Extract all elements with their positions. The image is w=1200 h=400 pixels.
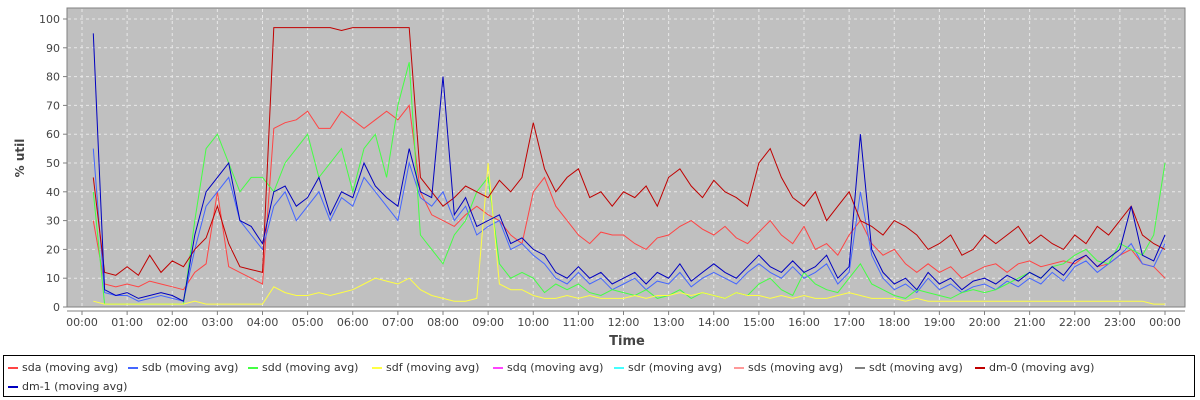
legend-label: dm-0 (moving avg) [989, 361, 1095, 374]
x-tick-label: 01:00 [111, 316, 143, 329]
x-tick-label: 07:00 [382, 316, 414, 329]
y-axis: 0 10 20 30 40 50 60 70 80 90 100 [39, 13, 67, 314]
legend: sda (moving avg) sdb (moving avg) sdd (mov… [3, 355, 1195, 397]
x-tick-label: 20:00 [969, 316, 1001, 329]
series-line-sdd [92, 62, 1166, 305]
x-tick-label: 06:00 [337, 316, 369, 329]
legend-swatch [372, 366, 382, 369]
legend-label: sda (moving avg) [22, 361, 119, 374]
legend-label: dm-1 (moving avg) [22, 380, 128, 393]
legend-item: dm-0 (moving avg) [975, 361, 1094, 374]
x-tick-label: 00:00 [66, 316, 98, 329]
legend-item: sdd (moving avg) [248, 361, 358, 374]
y-tick-label: 90 [46, 42, 60, 55]
x-tick-label: 00:00 [1149, 316, 1181, 329]
series-line-sdb [92, 148, 1166, 302]
x-tick-label: 22:00 [1059, 316, 1091, 329]
legend-label: sdt (moving avg) [869, 361, 963, 374]
x-axis: 00:00 01:00 02:00 03:00 04:00 05:00 06:00 07:00… [66, 310, 1185, 329]
legend-item: dm-1 (moving avg) [8, 380, 127, 393]
x-tick-label: 12:00 [608, 316, 640, 329]
x-tick-label: 09:00 [472, 316, 504, 329]
y-tick-label: 10 [46, 272, 60, 285]
y-tick-label: 40 [46, 186, 60, 199]
legend-label: sdr (moving avg) [628, 361, 723, 374]
y-tick-label: 0 [53, 301, 60, 314]
y-tick-label: 30 [46, 215, 60, 228]
x-axis-label: Time [609, 334, 645, 349]
line-chart: 0 10 20 30 40 50 60 70 80 90 100 00:00 01:00 02:00 03… [13, 7, 1186, 349]
y-tick-label: 50 [46, 157, 60, 170]
series-line-dm-0 [92, 27, 1166, 277]
legend-item: sdb (moving avg) [128, 361, 238, 374]
legend-label: sdb (moving avg) [142, 361, 239, 374]
legend-swatch [975, 366, 985, 369]
legend-swatch [855, 366, 865, 369]
series-lines [92, 27, 1166, 305]
legend-swatch [614, 366, 624, 369]
y-tick-label: 60 [46, 128, 60, 141]
legend-swatch [8, 366, 18, 369]
legend-item: sdr (moving avg) [614, 361, 722, 374]
y-tick-label: 70 [46, 99, 60, 112]
x-tick-label: 17:00 [833, 316, 865, 329]
x-tick-label: 05:00 [292, 316, 324, 329]
legend-item: sdf (moving avg) [372, 361, 479, 374]
legend-swatch [8, 385, 18, 388]
legend-label: sdd (moving avg) [262, 361, 359, 374]
x-tick-label: 08:00 [427, 316, 459, 329]
legend-item: sda (moving avg) [8, 361, 118, 374]
legend-label: sds (moving avg) [748, 361, 844, 374]
x-tick-label: 11:00 [563, 316, 595, 329]
x-tick-label: 02:00 [156, 316, 188, 329]
series-line-sda [92, 104, 1166, 291]
x-tick-label: 23:00 [1104, 316, 1136, 329]
x-tick-label: 13:00 [653, 316, 685, 329]
x-tick-label: 04:00 [247, 316, 279, 329]
x-tick-label: 15:00 [743, 316, 775, 329]
x-tick-label: 03:00 [202, 316, 234, 329]
y-tick-label: 100 [39, 13, 60, 26]
legend-swatch [734, 366, 744, 369]
legend-item: sdq (moving avg) [493, 361, 603, 374]
series-line-sdf [93, 162, 1165, 305]
plot-area [66, 7, 1186, 308]
grid-lines [68, 9, 1184, 306]
legend-label: sdf (moving avg) [386, 361, 480, 374]
y-axis-label: % util [13, 139, 27, 178]
legend-swatch [128, 366, 138, 369]
y-tick-label: 20 [46, 243, 60, 256]
y-tick-label: 80 [46, 71, 60, 84]
series-line-dm-1 [92, 33, 1166, 302]
legend-swatch [493, 366, 503, 369]
legend-item: sdt (moving avg) [855, 361, 963, 374]
x-tick-label: 19:00 [924, 316, 956, 329]
legend-label: sdq (moving avg) [507, 361, 604, 374]
x-tick-label: 10:00 [517, 316, 549, 329]
x-tick-label: 16:00 [788, 316, 820, 329]
x-tick-label: 21:00 [1014, 316, 1046, 329]
legend-item: sds (moving avg) [734, 361, 843, 374]
x-tick-label: 18:00 [878, 316, 910, 329]
legend-swatch [248, 366, 258, 369]
x-tick-label: 14:00 [698, 316, 730, 329]
